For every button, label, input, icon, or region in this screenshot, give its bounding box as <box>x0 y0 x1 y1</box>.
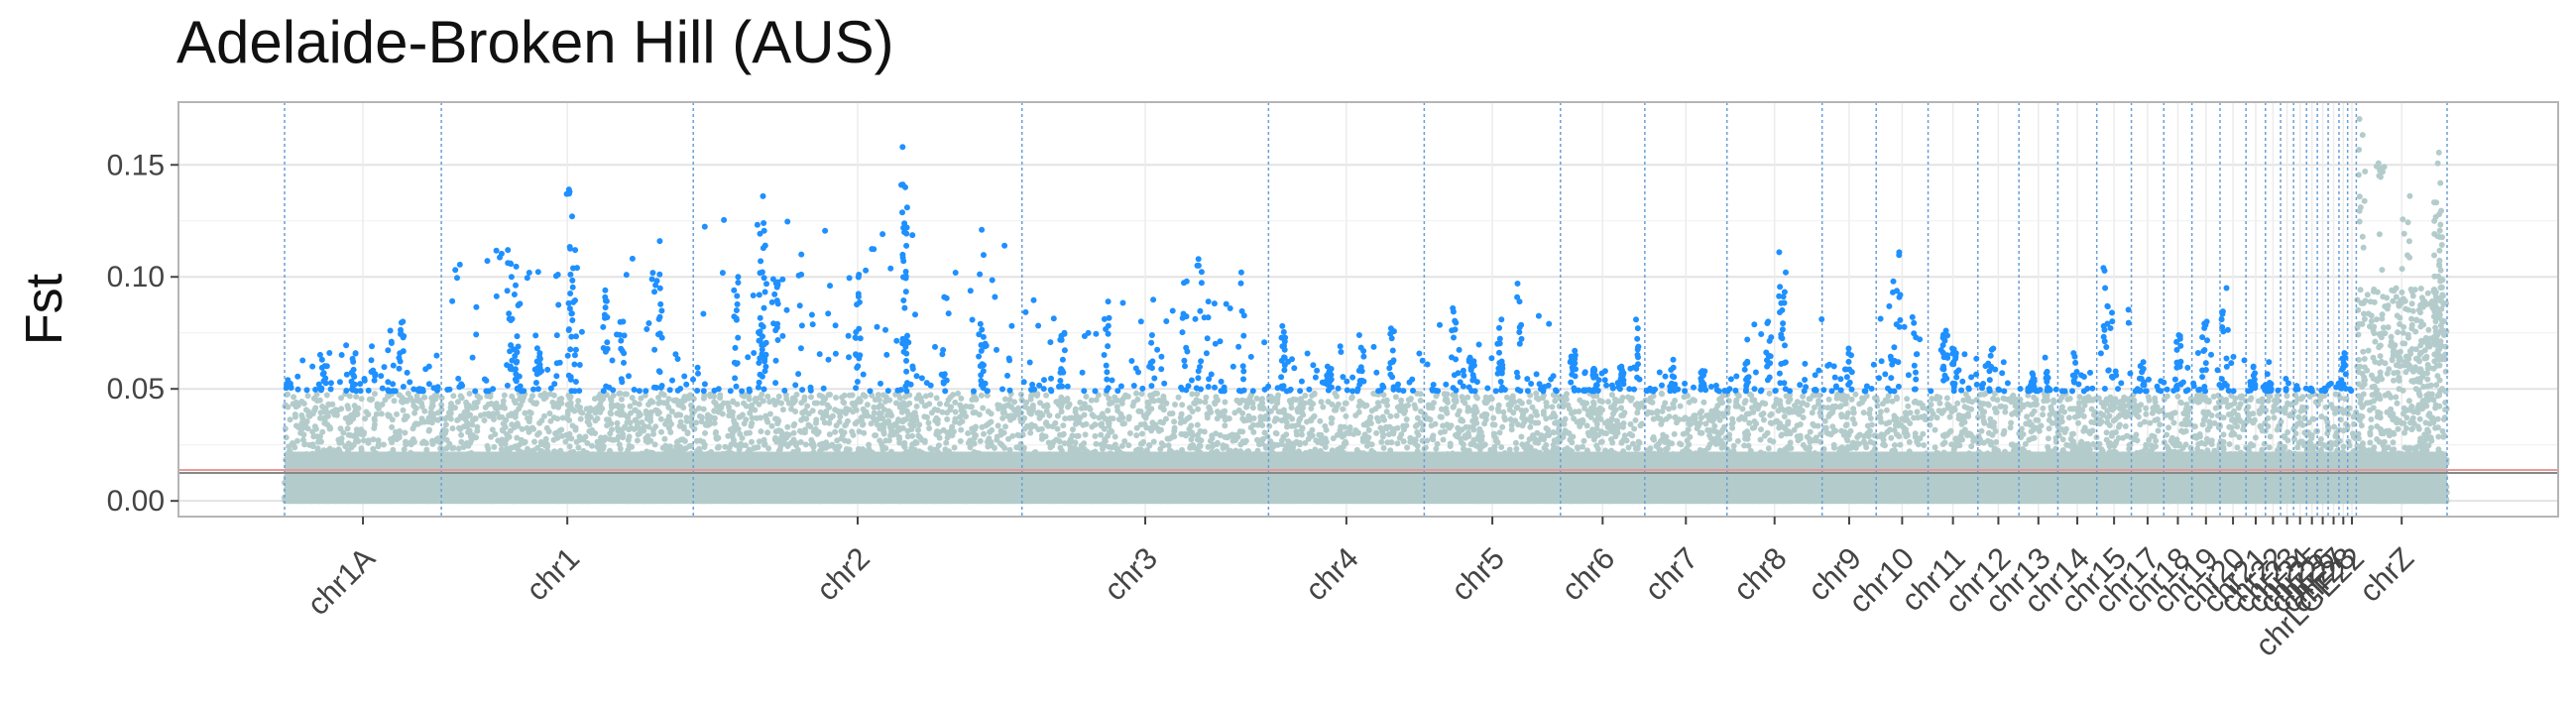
y-tick-label: 0.15 <box>107 149 165 181</box>
y-axis: 0.00 0.05 0.10 0.15 <box>107 149 178 518</box>
outlier-point-cloud <box>283 144 2355 395</box>
x-tick-label: chrZ <box>2353 540 2421 609</box>
x-tick-label: chr5 <box>1445 540 1511 607</box>
x-axis: chr1A chr1 chr2 chr3 chr4 chr5 chr6 chr7 chr8 chr… <box>300 517 2420 663</box>
y-tick-label: 0.05 <box>107 373 165 406</box>
y-axis-label: Fst <box>16 273 73 345</box>
y-tick-label: 0.10 <box>107 261 165 293</box>
chromosome-boundaries <box>284 102 2448 517</box>
x-tick-label: chr6 <box>1555 540 1621 607</box>
background-points <box>282 116 2450 505</box>
chart-title: Adelaide-Broken Hill (AUS) <box>176 9 894 75</box>
y-tick-label: 0.00 <box>107 485 165 518</box>
x-tick-label: chr1 <box>520 540 586 607</box>
x-tick-label: chr3 <box>1098 540 1164 607</box>
plot-border <box>177 101 2559 518</box>
x-tick-label: chr1A <box>300 540 382 622</box>
outlier-points <box>283 144 2355 395</box>
x-tick-label: chr8 <box>1726 540 1793 607</box>
x-tick-label: chr7 <box>1638 540 1704 607</box>
mean-lines <box>178 468 2558 474</box>
x-tick-label: chr4 <box>1298 540 1364 607</box>
background-band <box>285 451 2447 505</box>
x-tick-label: chr2 <box>810 540 877 607</box>
chrz-high-points <box>2355 116 2446 369</box>
